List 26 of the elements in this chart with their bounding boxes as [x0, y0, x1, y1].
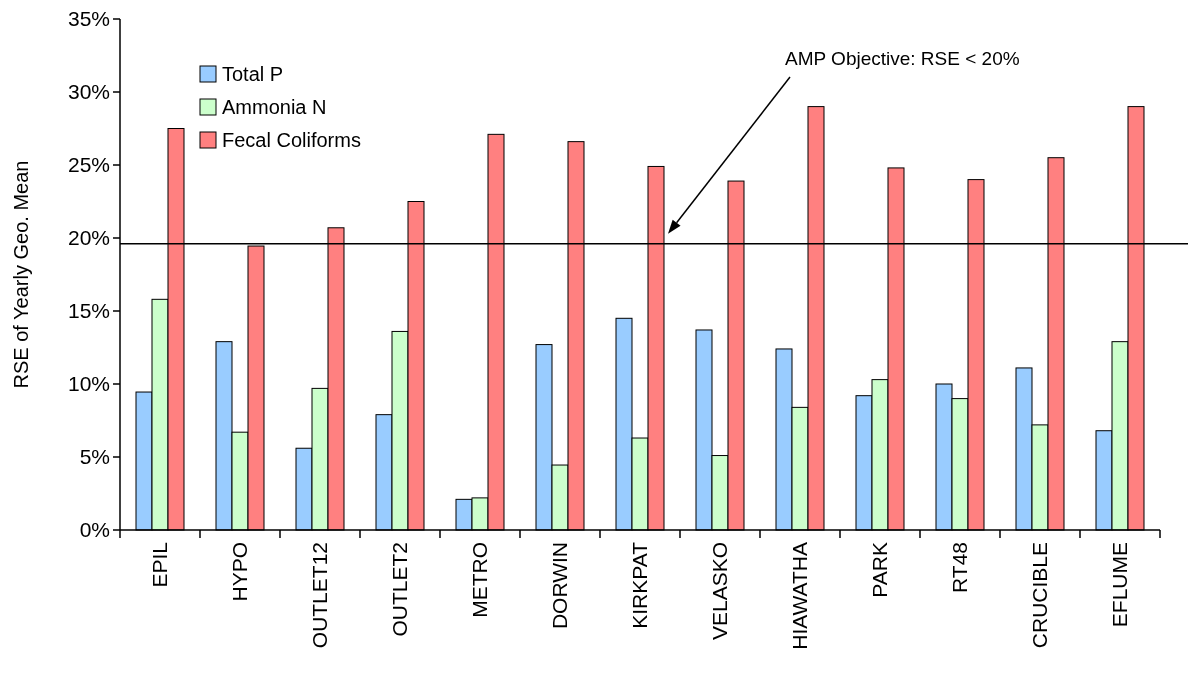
- y-tick-label: 5%: [79, 445, 110, 469]
- y-tick-label: 15%: [67, 299, 110, 323]
- annotation: AMP Objective: RSE < 20%: [785, 48, 1020, 69]
- y-tick-label: 35%: [67, 7, 110, 31]
- x-tick-label: PARK: [868, 542, 892, 598]
- x-tick-label: EFLUME: [1108, 542, 1132, 628]
- legend-label: Ammonia N: [222, 96, 327, 118]
- y-tick-label: 20%: [67, 226, 110, 250]
- x-tick-label: VELASKO: [708, 542, 732, 641]
- y-tick-label: 0%: [79, 518, 110, 542]
- y-tick-label: 10%: [67, 372, 110, 396]
- x-tick-label: DORWIN: [548, 542, 572, 630]
- x-tick-label: EPIL: [148, 542, 172, 588]
- y-tick-label: 30%: [67, 80, 110, 104]
- x-tick-label: CRUCIBLE: [1028, 542, 1052, 649]
- legend-label: Fecal Coliforms: [222, 129, 361, 151]
- y-tick-label: 25%: [67, 153, 110, 177]
- legend-label: Total P: [222, 63, 284, 85]
- x-tick-label: HIAWATHA: [788, 542, 812, 650]
- x-tick-label: METRO: [468, 542, 492, 618]
- x-tick-label: KIRKPAT: [628, 541, 652, 629]
- x-tick-label: RT48: [948, 542, 972, 593]
- x-tick-label: OUTLET12: [308, 542, 332, 649]
- x-tick-label: OUTLET2: [388, 542, 412, 637]
- x-tick-label: HYPO: [228, 542, 252, 602]
- y-axis-title: RSE of Yearly Geo. Mean: [10, 160, 32, 389]
